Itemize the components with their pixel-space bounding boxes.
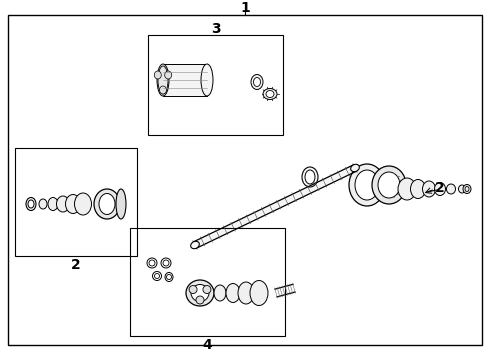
Ellipse shape: [398, 178, 416, 200]
Ellipse shape: [165, 71, 172, 79]
Ellipse shape: [157, 64, 169, 96]
Ellipse shape: [158, 66, 168, 94]
Ellipse shape: [26, 198, 36, 211]
Ellipse shape: [28, 200, 34, 208]
Ellipse shape: [351, 164, 359, 172]
Ellipse shape: [435, 183, 445, 195]
Ellipse shape: [263, 89, 277, 99]
Ellipse shape: [266, 90, 274, 98]
Ellipse shape: [160, 86, 167, 94]
Text: 2: 2: [435, 181, 445, 195]
Bar: [15, 148, 137, 256]
Ellipse shape: [214, 285, 226, 301]
Polygon shape: [194, 165, 357, 248]
Bar: [130, 228, 285, 336]
Ellipse shape: [203, 285, 211, 293]
Ellipse shape: [238, 282, 254, 304]
Ellipse shape: [226, 284, 240, 302]
Ellipse shape: [196, 296, 204, 304]
Ellipse shape: [372, 166, 406, 204]
Text: 1: 1: [240, 1, 250, 15]
Ellipse shape: [56, 196, 70, 212]
Ellipse shape: [305, 170, 315, 184]
Ellipse shape: [201, 64, 213, 96]
Ellipse shape: [189, 285, 197, 293]
Ellipse shape: [355, 170, 379, 200]
Ellipse shape: [94, 189, 120, 219]
Ellipse shape: [99, 194, 115, 215]
Ellipse shape: [349, 164, 385, 206]
Ellipse shape: [459, 185, 466, 193]
Ellipse shape: [251, 75, 263, 90]
Ellipse shape: [191, 284, 209, 302]
Bar: [163, 64, 207, 96]
Ellipse shape: [39, 199, 47, 209]
Ellipse shape: [74, 193, 92, 215]
Ellipse shape: [253, 77, 261, 86]
Ellipse shape: [48, 198, 58, 211]
Ellipse shape: [66, 194, 80, 213]
Ellipse shape: [186, 280, 214, 306]
Ellipse shape: [411, 180, 425, 198]
Ellipse shape: [154, 71, 161, 79]
Text: 4: 4: [203, 338, 212, 352]
Ellipse shape: [250, 280, 268, 306]
Ellipse shape: [422, 181, 436, 197]
Ellipse shape: [116, 189, 126, 219]
Ellipse shape: [463, 184, 471, 194]
Ellipse shape: [191, 241, 199, 249]
Ellipse shape: [378, 172, 400, 198]
Ellipse shape: [446, 184, 456, 194]
Text: 2: 2: [71, 258, 81, 272]
Ellipse shape: [302, 167, 318, 187]
Text: 3: 3: [211, 22, 220, 36]
Bar: [148, 35, 283, 135]
